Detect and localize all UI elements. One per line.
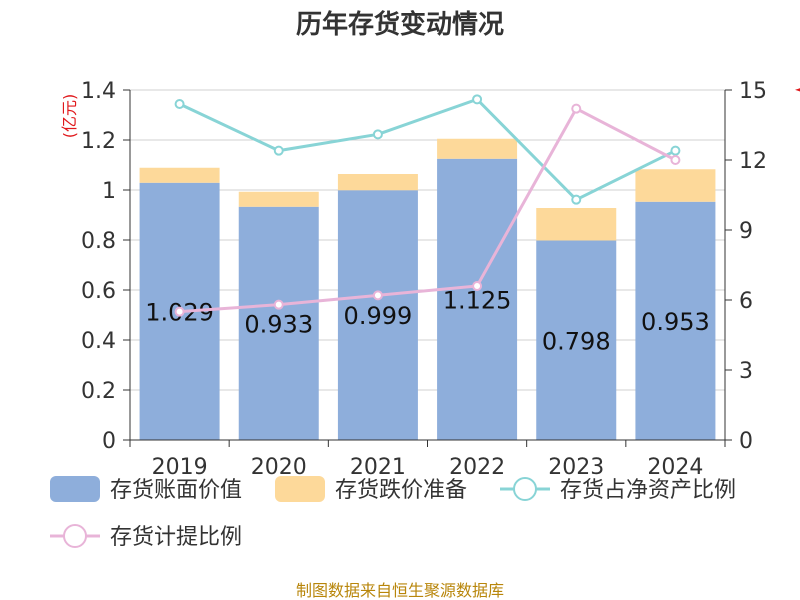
bar-impairment — [536, 208, 617, 241]
line-point — [670, 145, 681, 156]
data-label: 0.798 — [542, 327, 611, 355]
x-tick-label: 2021 — [350, 455, 406, 480]
right-tick-label: 0 — [739, 429, 753, 454]
left-tick-label: 1 — [102, 179, 116, 204]
legend-label: 存货账面价值 — [110, 478, 242, 503]
x-tick-label: 2023 — [548, 455, 604, 480]
legend-swatch — [50, 476, 100, 502]
left-tick-label: 0.4 — [81, 329, 116, 354]
data-label: 0.933 — [244, 310, 313, 338]
x-tick-label: 2022 — [449, 455, 505, 480]
right-tick-label: 12 — [739, 149, 767, 174]
bar-book-value — [536, 240, 617, 440]
bar-book-value — [337, 190, 418, 440]
line-series-provision-ratio — [179, 106, 677, 314]
legend-label: 存货占净资产比例 — [560, 478, 736, 503]
line-point — [571, 103, 582, 114]
line-point — [372, 290, 383, 301]
line-point — [670, 155, 681, 165]
line-point — [372, 129, 383, 140]
legend-label: 存货计提比例 — [110, 525, 242, 550]
data-label: 0.953 — [641, 308, 710, 336]
line-point — [273, 145, 284, 156]
bars — [139, 138, 716, 440]
bar-impairment — [437, 138, 518, 159]
line-point — [174, 306, 185, 317]
source-note: 制图数据来自恒生聚源数据库 — [296, 581, 504, 600]
legend-swatch — [275, 476, 325, 502]
legend-swatch-marker — [513, 477, 537, 501]
left-tick-label: 0.8 — [81, 229, 116, 254]
x-tick-label: 2019 — [152, 455, 208, 480]
left-tick-label: 0.6 — [81, 279, 116, 304]
bar-book-value — [635, 201, 716, 440]
right-tick-label: 6 — [739, 289, 753, 314]
left-axis-unit: (亿元) — [60, 94, 79, 139]
right-tick-label: 3 — [739, 359, 753, 384]
line-series-inventory-ratio — [178, 97, 677, 202]
series-lines — [174, 94, 681, 317]
bar-impairment — [139, 167, 220, 183]
left-tick-label: 1.2 — [81, 129, 116, 154]
legend-label: 存货跌价准备 — [335, 478, 467, 503]
line-point — [472, 281, 483, 291]
line-point — [571, 194, 582, 205]
axes: 0 0.2 0.4 0.6 0.8 1 1.2 1.4 0 3 6 9 12 15 2019 2020 2021… — [81, 79, 767, 480]
bar-impairment — [635, 169, 716, 202]
left-tick-label: 0 — [102, 429, 116, 454]
x-tick-label: 2020 — [251, 455, 307, 480]
data-label: 1.125 — [443, 286, 512, 314]
right-tick-label: 15 — [739, 79, 767, 104]
right-axis-label-clipped: ◄ — [795, 79, 800, 98]
legend-swatch-marker — [63, 524, 87, 548]
bar-book-value — [437, 158, 518, 440]
bar-impairment — [238, 191, 319, 207]
bar-impairment — [337, 174, 418, 191]
chart-title: 历年存货变动情况 — [296, 9, 504, 40]
line-point — [273, 299, 284, 310]
bar-book-value — [238, 206, 319, 440]
data-label: 0.999 — [344, 302, 413, 330]
right-tick-label: 9 — [739, 219, 753, 244]
left-tick-label: 0.2 — [81, 379, 116, 404]
line-point — [174, 99, 185, 109]
x-tick-label: 2024 — [647, 455, 703, 480]
line-point — [472, 94, 483, 105]
left-tick-label: 1.4 — [81, 79, 116, 104]
